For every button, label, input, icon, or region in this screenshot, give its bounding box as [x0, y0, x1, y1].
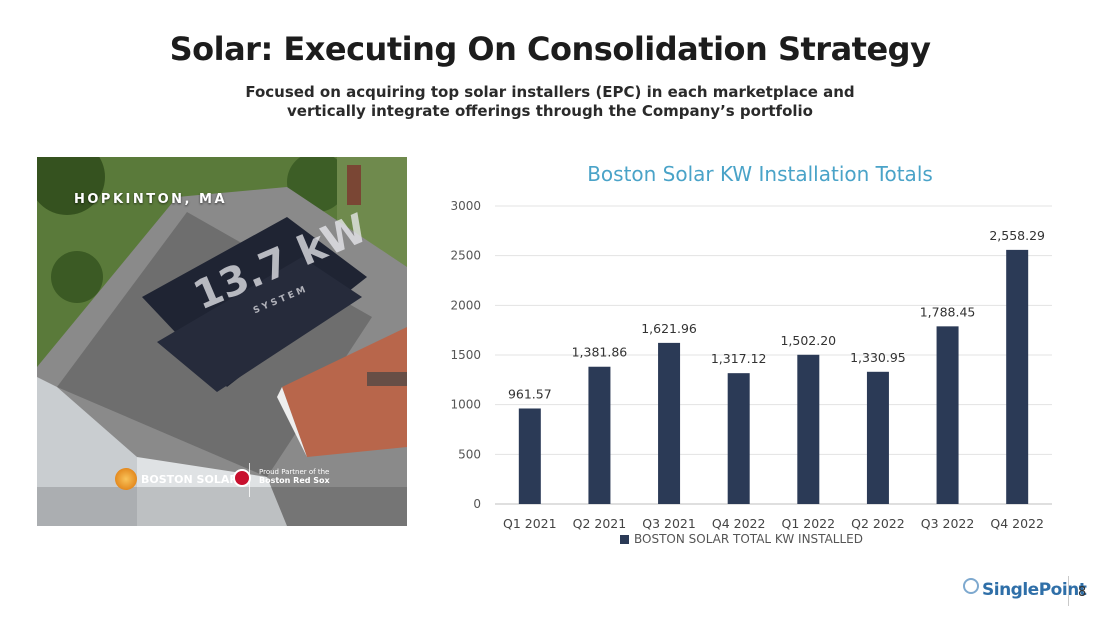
bar [1006, 249, 1029, 504]
photo-illustration [37, 157, 407, 526]
red-sox-icon [233, 469, 251, 487]
data-label: 1,381.86 [572, 345, 628, 360]
data-label: 1,330.95 [850, 350, 906, 365]
x-tick-label: Q4 2022 [990, 516, 1044, 531]
y-tick-label: 0 [473, 497, 481, 511]
footer-divider [1068, 576, 1069, 606]
page-number: 8 [1078, 585, 1087, 600]
legend-swatch [620, 534, 629, 544]
chart-legend: BOSTON SOLAR TOTAL KW INSTALLED [620, 532, 863, 546]
slide-title: Solar: Executing On Consolidation Strate… [169, 30, 931, 68]
bar [658, 342, 681, 504]
x-tick-label: Q3 2021 [642, 516, 696, 531]
data-label: 1,502.20 [780, 333, 836, 348]
partner-line2: Boston Red Sox [259, 476, 330, 486]
data-label: 961.57 [508, 386, 552, 401]
x-tick-label: Q2 2022 [851, 516, 905, 531]
bar [936, 326, 959, 504]
partner-line1: Proud Partner of the [259, 468, 330, 476]
boston-solar-logo: BOSTON SOLAR [115, 468, 238, 490]
bar [518, 408, 541, 504]
data-label: 2,558.29 [989, 228, 1045, 243]
y-tick-label: 1500 [450, 348, 481, 362]
chart-title: Boston Solar KW Installation Totals [587, 162, 933, 186]
bar [588, 366, 611, 504]
x-tick-label: Q1 2022 [782, 516, 836, 531]
sun-icon [115, 468, 137, 490]
bar [866, 371, 889, 504]
y-tick-label: 3000 [450, 199, 481, 213]
photo-location-label: HOPKINTON, MA [74, 192, 228, 207]
bar [727, 373, 750, 504]
legend-label: BOSTON SOLAR TOTAL KW INSTALLED [634, 532, 863, 546]
x-tick-label: Q1 2021 [503, 516, 557, 531]
x-tick-label: Q3 2022 [921, 516, 975, 531]
y-tick-label: 2500 [450, 249, 481, 263]
data-label: 1,621.96 [641, 321, 697, 336]
partner-text: Proud Partner of the Boston Red Sox [259, 468, 330, 485]
swirl-icon [963, 578, 979, 594]
house-solar-photo: HOPKINTON, MA 13.7 kW SYSTEM BOSTON SOLA… [37, 157, 407, 526]
singlepoint-logo: SinglePoint [963, 578, 1087, 600]
data-label: 1,788.45 [920, 304, 976, 319]
y-tick-label: 2000 [450, 298, 481, 312]
bar-chart: 0 500 1000 1500 2000 2500 3000 961.57 Q1 2021 1,3… [450, 199, 1052, 531]
slide-subtitle-line1: Focused on acquiring top solar installer… [245, 83, 855, 101]
data-label: 1,317.12 [711, 351, 767, 366]
x-tick-label: Q4 2022 [712, 516, 766, 531]
boston-solar-brand: BOSTON SOLAR [141, 472, 238, 486]
bar [797, 354, 820, 504]
footer-logo-text: SinglePoint [982, 580, 1087, 600]
slide-subtitle-line2: vertically integrate offerings through t… [287, 102, 813, 120]
y-tick-label: 500 [458, 447, 481, 461]
x-tick-label: Q2 2021 [573, 516, 627, 531]
y-tick-label: 1000 [450, 398, 481, 412]
